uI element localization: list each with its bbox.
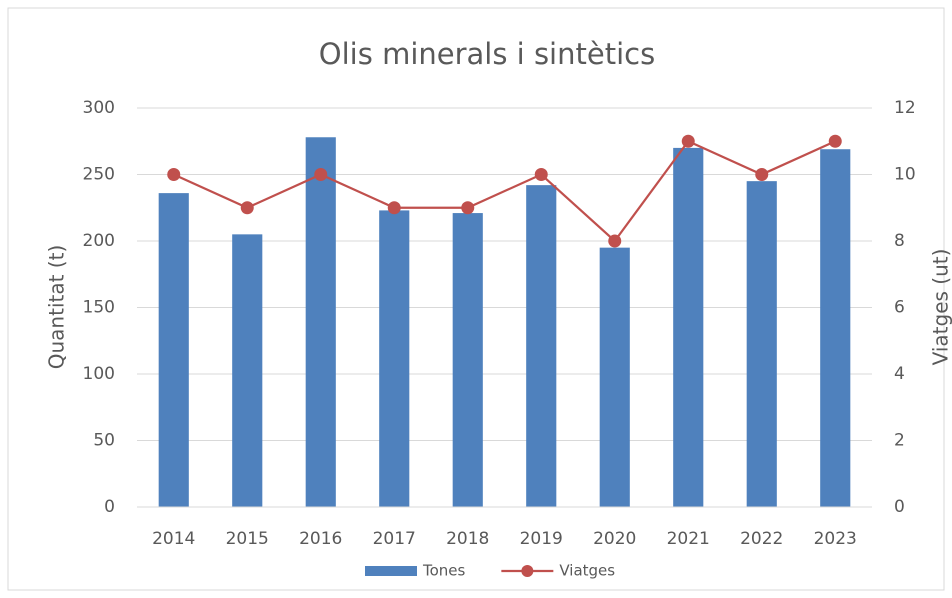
bar (599, 247, 630, 507)
legend-label: Tones (422, 562, 466, 580)
line-marker (387, 201, 401, 215)
line-marker (167, 168, 181, 181)
line (173, 139, 836, 243)
line-marker (461, 201, 475, 215)
y-axis-label: Quantitat (t) (45, 245, 69, 370)
bar (305, 137, 336, 507)
y-tick-label: 0 (104, 497, 115, 517)
x-tick-label: 2015 (226, 529, 269, 549)
line-marker (681, 134, 695, 148)
y2-tick-label: 6 (894, 298, 905, 318)
chart-title: Olis minerals i sintètics (319, 37, 655, 71)
legend-label: Viatges (559, 562, 615, 580)
bar (820, 149, 851, 508)
bar (746, 181, 777, 507)
y2-axis-label: Viatges (ut) (929, 249, 952, 366)
x-tick-label: 2023 (814, 529, 857, 549)
y-tick-label: 150 (83, 298, 115, 318)
y2-tick-label: 2 (894, 431, 905, 451)
y-tick-label: 100 (83, 364, 115, 384)
y2-tick-label: 12 (894, 98, 916, 118)
x-tick-label: 2019 (520, 529, 563, 549)
bar (673, 147, 704, 507)
y-tick-label: 50 (93, 431, 115, 451)
bar (232, 234, 263, 507)
y-tick-label: 250 (83, 165, 115, 185)
y-tick-label: 300 (83, 98, 115, 118)
y2-tick-label: 8 (894, 231, 905, 251)
line-marker (240, 201, 254, 215)
line-marker (314, 168, 328, 181)
x-tick-label: 2016 (299, 529, 342, 549)
x-tick-label: 2022 (740, 529, 783, 549)
y2-tick-label: 4 (894, 364, 905, 384)
line-marker (828, 134, 842, 148)
line-marker (534, 168, 548, 181)
legend-swatch (365, 566, 417, 576)
x-tick-label: 2018 (446, 529, 489, 549)
x-tick-label: 2021 (667, 529, 710, 549)
bar (452, 213, 483, 507)
line-marker (608, 234, 622, 248)
x-tick-label: 2017 (373, 529, 416, 549)
x-tick-label: 2020 (593, 529, 636, 549)
bar (526, 185, 557, 507)
line-marker (755, 168, 769, 181)
x-tick-label: 2014 (152, 529, 195, 549)
y2-tick-label: 0 (894, 497, 905, 517)
bar (158, 193, 189, 507)
legend-marker (521, 565, 534, 577)
y2-tick-label: 10 (894, 165, 916, 185)
bar (379, 210, 410, 507)
y-tick-label: 200 (83, 231, 115, 251)
